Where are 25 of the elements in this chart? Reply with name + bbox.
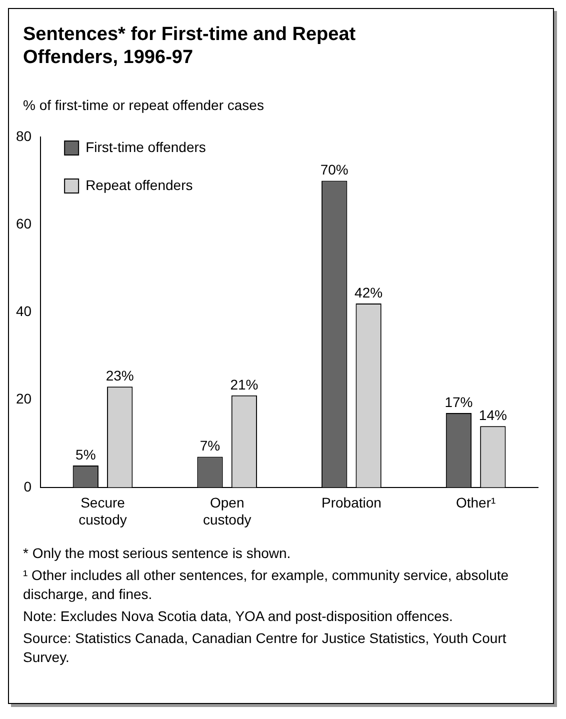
y-tick-label: 40 (16, 303, 32, 320)
chart-title: Sentences* for First-time and Repeat Offenders, 1996-97 (23, 23, 357, 69)
data-label: 21% (230, 376, 258, 392)
y-tick-label: 20 (16, 390, 32, 407)
x-tick-label: Other¹ (456, 494, 496, 511)
data-label: 7% (200, 438, 220, 454)
data-label: 17% (444, 394, 473, 410)
y-axis-title: % of first-time or repeat offender cases (23, 97, 264, 113)
y-tick-label: 60 (16, 215, 32, 232)
y-tick-label: 0 (24, 478, 32, 494)
data-label: 70% (320, 162, 348, 178)
data-label: 5% (76, 446, 96, 462)
data-label: 42% (354, 284, 383, 300)
data-label: 14% (478, 406, 507, 423)
data-label: 23% (106, 368, 134, 384)
source-note: Source: Statistics Canada, Canadian Centre for Justice Statistics, Youth Court Survey. (23, 629, 508, 667)
x-tick-label: Secure custody (78, 494, 127, 528)
y-tick-label: 80 (16, 128, 32, 144)
legend-label: Repeat offenders (86, 176, 193, 193)
x-tick-label: Probation (321, 494, 382, 511)
text: Note: Excludes Nova Scotia data, YOA and post-disposition offences. (23, 607, 454, 626)
legend-label: First-time offenders (86, 138, 206, 155)
text: ¹ Other includes all other sentences, for example, community service, absolute discharge, and fines. (23, 566, 510, 604)
text: * Only the most serious sentence is shown. (23, 544, 292, 563)
x-tick-label: Open custody (202, 494, 252, 528)
